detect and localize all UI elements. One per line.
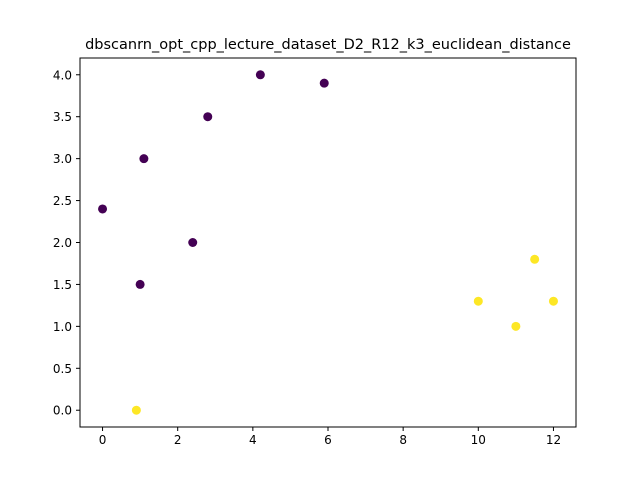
y-tick-label: 0.5: [53, 362, 72, 376]
data-point-cluster-0: [203, 112, 213, 122]
x-tick-label: 8: [399, 433, 407, 447]
data-point-cluster-0: [135, 279, 145, 289]
y-tick-label: 4.0: [53, 68, 72, 82]
y-tick-label: 2.0: [53, 236, 72, 250]
x-tick-label: 6: [324, 433, 332, 447]
data-point-cluster-0: [255, 70, 265, 80]
data-point-cluster-1: [131, 405, 141, 415]
x-tick-label: 12: [546, 433, 561, 447]
data-point-cluster-0: [139, 154, 149, 164]
data-point-cluster-1: [548, 296, 558, 306]
y-tick-label: 1.0: [53, 320, 72, 334]
x-tick-label: 2: [174, 433, 182, 447]
x-tick-label: 10: [471, 433, 486, 447]
data-point-cluster-0: [188, 238, 198, 247]
y-tick-label: 3.0: [53, 152, 72, 166]
data-points: [98, 70, 558, 415]
data-point-cluster-1: [511, 321, 521, 331]
x-tick-label: 0: [99, 433, 107, 447]
data-point-cluster-0: [98, 204, 108, 214]
y-axis-ticks: 0.0 0.5 1.0 1.5 2.0 2.5 3.0 3.5 4.0: [53, 68, 80, 418]
y-tick-label: 0.0: [53, 404, 72, 418]
y-tick-label: 2.5: [53, 194, 72, 208]
y-tick-label: 3.5: [53, 110, 72, 124]
y-tick-label: 1.5: [53, 278, 72, 292]
data-point-cluster-1: [473, 296, 483, 306]
data-point-cluster-1: [530, 254, 540, 264]
x-axis-ticks: 0 2 4 6 8 10 12: [99, 427, 561, 447]
data-point-cluster-0: [319, 78, 329, 88]
chart-title: dbscanrn_opt_cpp_lecture_dataset_D2_R12_…: [85, 37, 571, 53]
plot-area-frame: [79, 57, 577, 428]
x-tick-label: 4: [249, 433, 257, 447]
